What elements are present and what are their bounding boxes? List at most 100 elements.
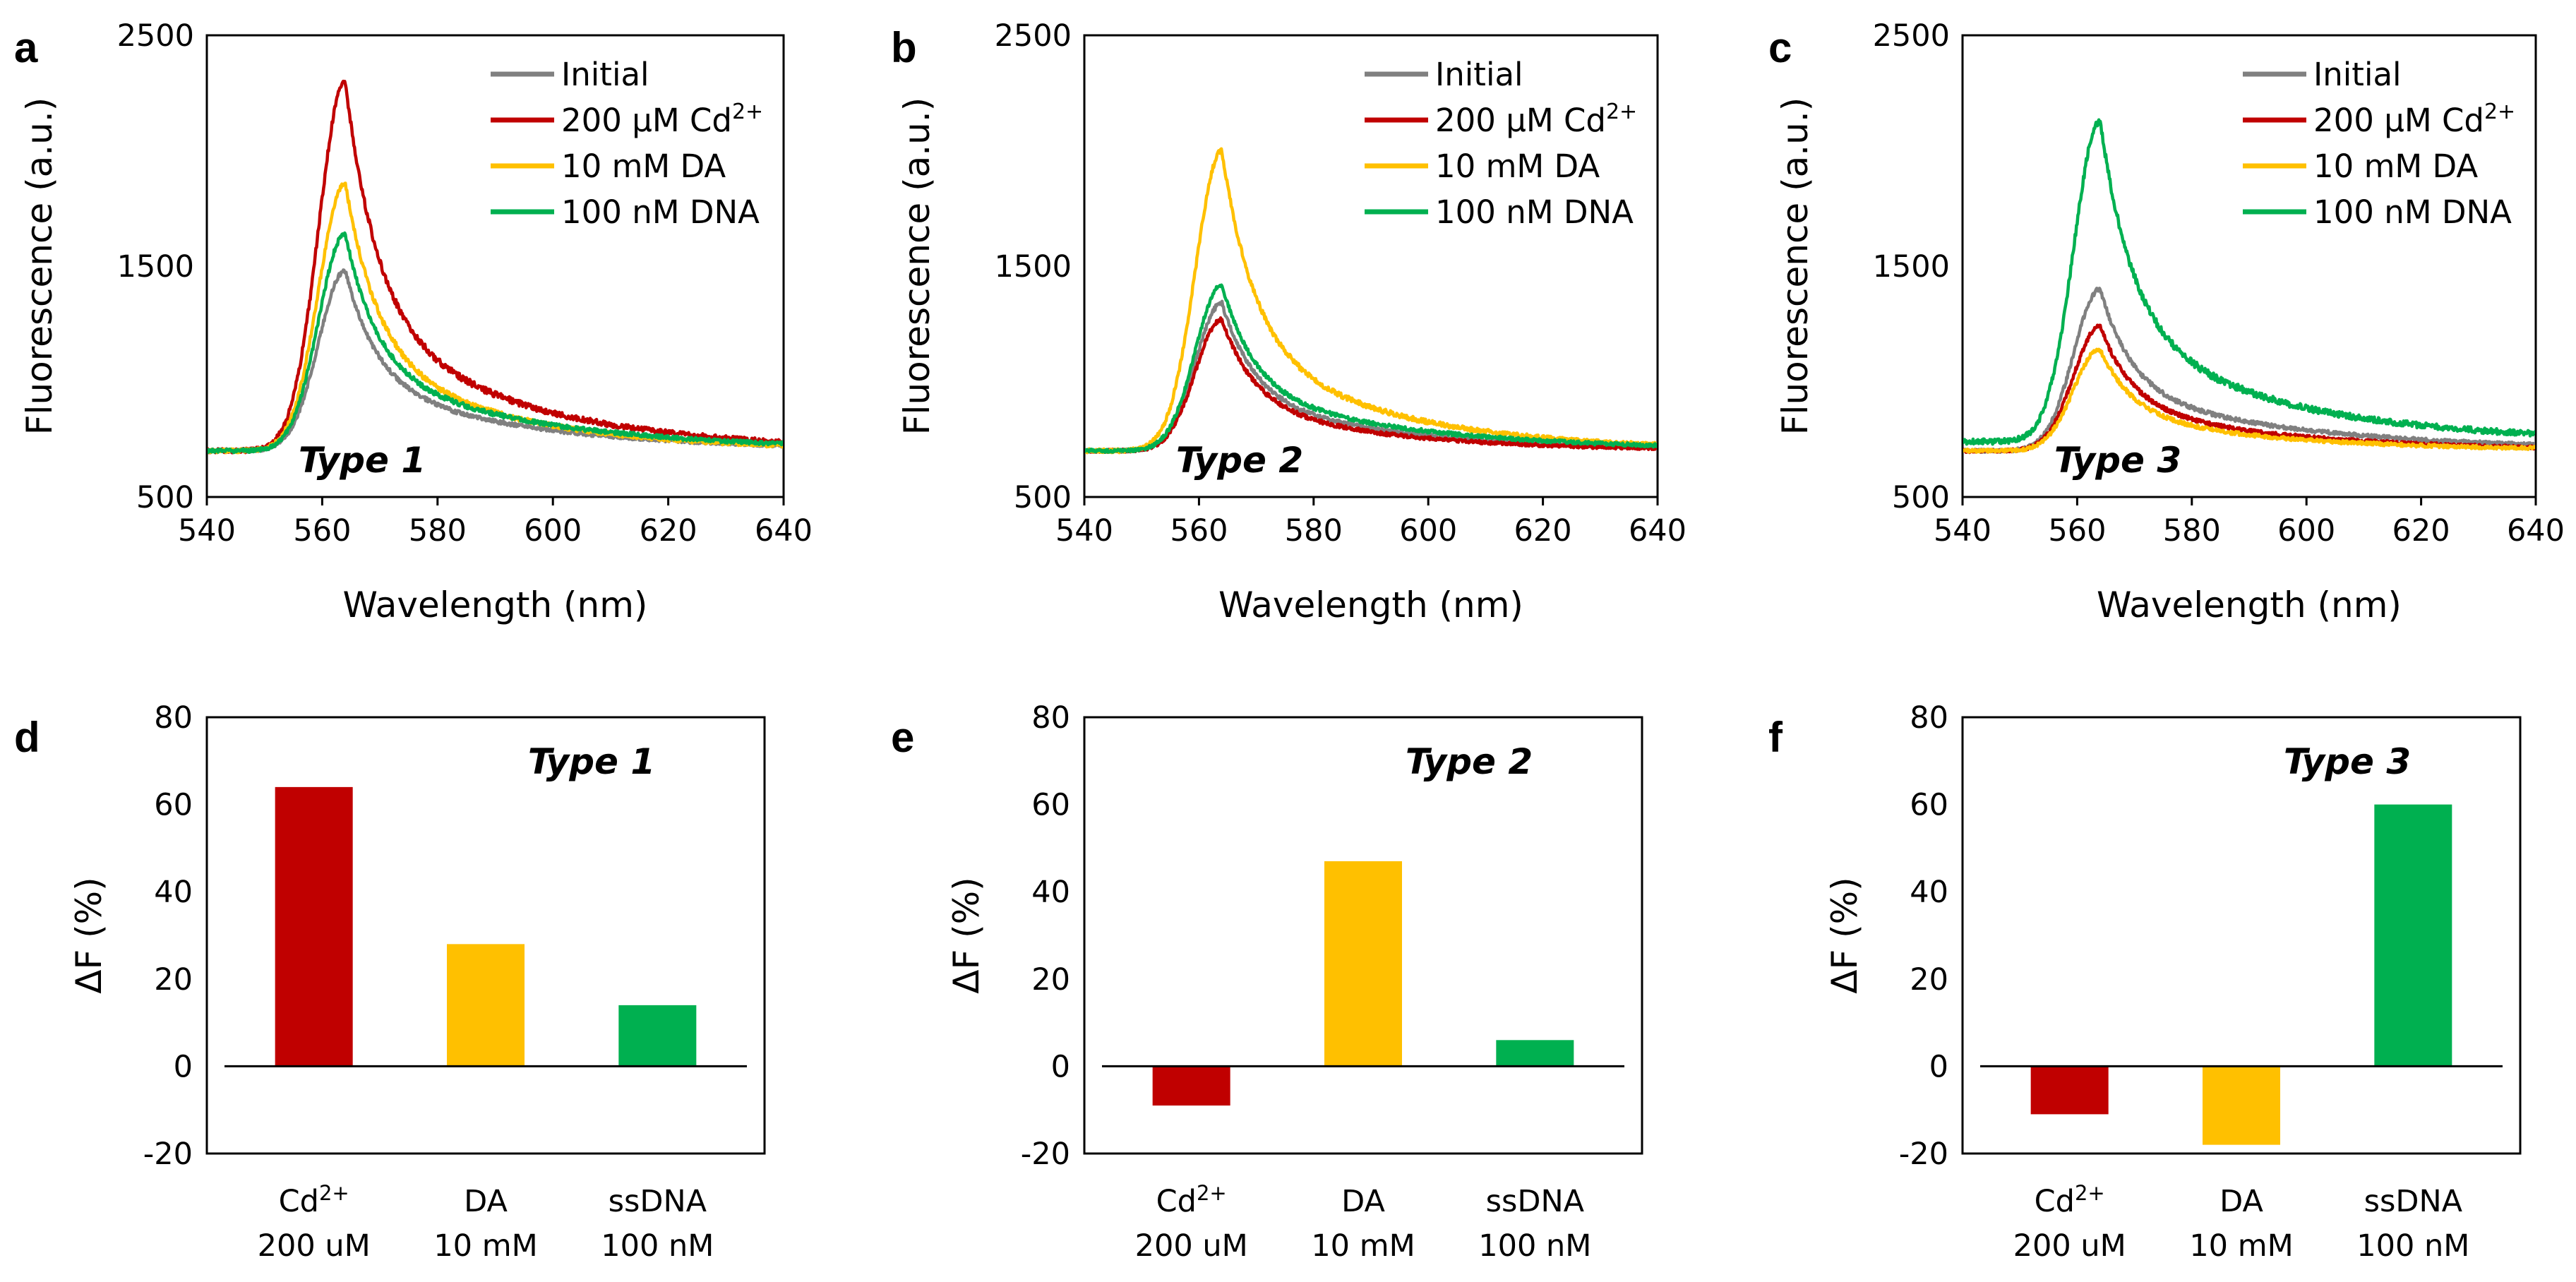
legend-entry-label: Initial xyxy=(2313,56,2402,93)
y-tick-label: 40 xyxy=(1031,875,1070,910)
plot-frame xyxy=(1083,716,1643,1155)
y-tick-label: 60 xyxy=(1031,788,1070,823)
legend-label-main: 200 µM Cd xyxy=(1435,102,1606,139)
legend-label-main: 10 mM DA xyxy=(2313,148,2478,185)
x-tick-label: 620 xyxy=(1514,513,1572,549)
legend-label-main: 10 mM DA xyxy=(561,148,726,185)
y-tick-label: 40 xyxy=(154,875,193,910)
x-tick-label: 600 xyxy=(1399,513,1457,549)
bar-ssdna xyxy=(618,1005,697,1067)
panel-label-a: a xyxy=(14,24,38,71)
legend-label-main: 200 µM Cd xyxy=(561,102,732,139)
category-label: DA xyxy=(2219,1184,2263,1219)
y-axis-title: Fluorescence (a.u.) xyxy=(897,97,937,435)
legend-label-main: 10 mM DA xyxy=(1435,148,1600,185)
x-tick-label: 580 xyxy=(2163,513,2221,549)
category-label-main: Cd xyxy=(2035,1184,2075,1219)
category-label: Cd2+ xyxy=(279,1181,349,1219)
series-line-200-m-cd2- xyxy=(208,79,783,455)
series-line-200-m-cd2- xyxy=(1085,316,1657,455)
y-tick-label: 0 xyxy=(1929,1049,1948,1084)
legend-entry-label: 100 nM DNA xyxy=(1435,193,1634,231)
category-label-superscript: 2+ xyxy=(1197,1181,1227,1205)
x-tick-label: 620 xyxy=(2392,513,2450,549)
bar-chart-f: -20 0 20 40 60 80 ΔF (%) Cd2+ 200 uM DA 10 mM ssDNA… xyxy=(1824,700,2522,1264)
type-annotation: Type 3 xyxy=(2054,440,2181,481)
legend-entry-label: 200 µM Cd2+ xyxy=(561,100,763,139)
category-sublabel: 200 uM xyxy=(1135,1228,1248,1264)
plot-frame xyxy=(1961,34,2537,498)
plot-frame xyxy=(1961,716,2522,1155)
series-line-10-mm-da xyxy=(1963,347,2535,454)
x-axis-title: Wavelength (nm) xyxy=(1218,585,1523,625)
category-sublabel: 10 mM xyxy=(2189,1228,2293,1264)
legend-label-main: 100 nM DNA xyxy=(2313,193,2512,231)
y-tick-label: 80 xyxy=(1031,700,1070,736)
y-tick-label: 60 xyxy=(1910,788,1948,823)
legend-entry-label: 100 nM DNA xyxy=(561,193,760,231)
series-line-100-nm-dna xyxy=(1963,118,2535,446)
bar-chart-d: -20 0 20 40 60 80 ΔF (%) Cd2+ 200 uM DA 10 mM ssDNA… xyxy=(68,700,766,1264)
plot-frame xyxy=(1083,34,1659,498)
y-tick-label: 1500 xyxy=(995,249,1072,284)
y-tick-label: 80 xyxy=(154,700,193,736)
category-label: ssDNA xyxy=(2364,1184,2463,1219)
panel-label-f: f xyxy=(1768,714,1783,761)
spectrum-chart-c: 500 1500 2500 540 560 580 600 620 640 Wavelength … xyxy=(1775,18,2565,625)
y-tick-label: 1500 xyxy=(1873,249,1950,284)
x-tick-label: 560 xyxy=(1170,513,1228,549)
category-label-main: ssDNA xyxy=(1486,1184,1585,1219)
legend-label-main: Initial xyxy=(561,56,649,93)
y-axis-title: Fluorescence (a.u.) xyxy=(19,97,60,435)
panel-label-b: b xyxy=(891,24,917,71)
y-tick-label: 2500 xyxy=(995,18,1072,54)
category-sublabel: 100 nM xyxy=(601,1228,714,1264)
y-tick-label: 500 xyxy=(1892,480,1950,515)
bar-ssdna xyxy=(2374,804,2452,1067)
category-label-main: ssDNA xyxy=(2364,1184,2463,1219)
x-tick-label: 540 xyxy=(1934,513,1991,549)
y-axis-title: ΔF (%) xyxy=(946,877,987,993)
legend-entry-label: 10 mM DA xyxy=(2313,148,2478,185)
x-tick-label: 640 xyxy=(2507,513,2565,549)
panel-label-c: c xyxy=(1768,24,1792,71)
y-tick-label: 80 xyxy=(1910,700,1948,736)
category-sublabel: 100 nM xyxy=(2356,1228,2469,1264)
category-label-main: ssDNA xyxy=(609,1184,707,1219)
category-label-main: Cd xyxy=(1156,1184,1197,1219)
category-label-main: DA xyxy=(1341,1184,1385,1219)
series-line-100-nm-dna xyxy=(1085,283,1657,455)
y-tick-label: -20 xyxy=(1899,1137,1948,1172)
y-axis-title: ΔF (%) xyxy=(68,877,109,993)
x-tick-label: 620 xyxy=(640,513,697,549)
x-tick-label: 600 xyxy=(2277,513,2335,549)
legend-label-superscript: 2+ xyxy=(2484,100,2515,124)
bar-chart-e: -20 0 20 40 60 80 ΔF (%) Cd2+ 200 uM DA 10 mM ssDNA… xyxy=(946,700,1643,1264)
legend-entry-label: Initial xyxy=(561,56,649,93)
x-tick-label: 560 xyxy=(2048,513,2106,549)
y-tick-label: 1500 xyxy=(117,249,194,284)
type-annotation: Type 3 xyxy=(2284,741,2411,782)
x-tick-label: 640 xyxy=(755,513,813,549)
legend-entry-label: 100 nM DNA xyxy=(2313,193,2512,231)
plot-frame xyxy=(205,34,785,498)
legend-label-main: Initial xyxy=(1435,56,1523,93)
x-tick-label: 640 xyxy=(1629,513,1687,549)
y-tick-label: 500 xyxy=(136,480,194,515)
y-axis-title: Fluorescence (a.u.) xyxy=(1775,97,1816,435)
category-label-main: Cd xyxy=(279,1184,319,1219)
category-label: DA xyxy=(1341,1184,1385,1219)
y-tick-label: 40 xyxy=(1910,875,1948,910)
y-tick-label: 20 xyxy=(1910,962,1948,998)
panel-label-d: d xyxy=(14,714,40,761)
series-line-initial xyxy=(1963,287,2535,455)
y-tick-label: 60 xyxy=(154,788,193,823)
legend-label-superscript: 2+ xyxy=(732,100,763,124)
x-tick-label: 560 xyxy=(293,513,351,549)
bar-da xyxy=(2203,1066,2280,1145)
plot-frame xyxy=(205,716,766,1155)
y-tick-label: 500 xyxy=(1014,480,1072,515)
y-tick-label: -20 xyxy=(1021,1137,1070,1172)
bar-cd2- xyxy=(275,786,353,1067)
